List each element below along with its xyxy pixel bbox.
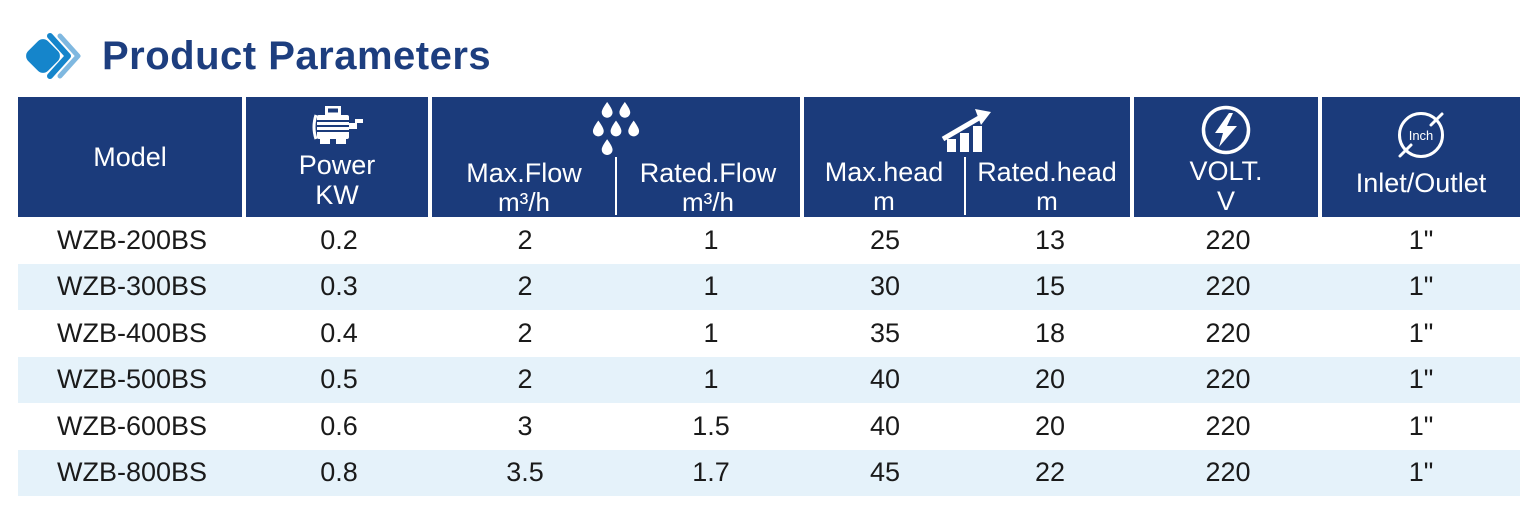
head-divider <box>964 157 966 215</box>
cell-rated-head: 22 <box>1034 457 1066 488</box>
header-head-group: Max.head m Rated.head m <box>804 97 1134 217</box>
cell-inlet-outlet: 1" <box>1408 457 1434 488</box>
cell-max-flow: 2 <box>517 364 533 395</box>
cell-model: WZB-500BS <box>56 364 208 395</box>
cell-model: WZB-200BS <box>56 224 208 255</box>
header-flow-group: Max.Flow m³/h Rated.Flow m³/h <box>432 97 804 217</box>
product-parameters-table: Model Power KW <box>18 97 1520 496</box>
cell-volt: 220 <box>1205 271 1251 302</box>
header-rated-flow-unit: m³/h <box>682 187 734 217</box>
lightning-circle-icon <box>1201 105 1251 155</box>
header-power-label: Power <box>298 150 376 180</box>
cell-power: 0.5 <box>320 364 358 395</box>
header-max-flow: Max.Flow m³/h <box>432 158 616 217</box>
cell-volt: 220 <box>1205 317 1251 348</box>
header-rated-flow-label: Rated.Flow <box>639 158 777 188</box>
table-header-row: Model Power KW <box>18 97 1520 217</box>
cell-max-flow: 3.5 <box>506 457 544 488</box>
cell-max-flow: 2 <box>517 271 533 302</box>
inch-icon-label: Inch <box>1409 128 1434 143</box>
cell-volt: 220 <box>1205 410 1251 441</box>
header-model: Model <box>18 97 246 217</box>
cell-power: 0.4 <box>320 317 358 348</box>
header-inlet-outlet-label: Inlet/Outlet <box>1355 168 1487 198</box>
motor-icon <box>312 106 363 144</box>
cell-max-flow: 2 <box>517 224 533 255</box>
header-max-head: Max.head m <box>804 157 964 216</box>
cell-model: WZB-300BS <box>56 271 208 302</box>
cell-rated-head: 13 <box>1034 224 1066 255</box>
section-title-row: Product Parameters <box>20 30 491 82</box>
chart-rising-icon <box>941 109 991 152</box>
cell-model: WZB-400BS <box>56 317 208 348</box>
header-max-flow-label: Max.Flow <box>466 158 582 188</box>
flow-sublabels: Max.Flow m³/h Rated.Flow m³/h <box>432 158 800 217</box>
cell-inlet-outlet: 1" <box>1408 271 1434 302</box>
cell-max-head: 45 <box>869 457 901 488</box>
cell-rated-flow: 1.7 <box>692 457 730 488</box>
cell-power: 0.8 <box>320 457 358 488</box>
cell-model: WZB-800BS <box>56 457 208 488</box>
header-max-head-unit: m <box>873 186 895 216</box>
cell-rated-flow: 1 <box>703 364 719 395</box>
blue-diamond-chevrons-icon <box>26 33 81 79</box>
cell-power: 0.2 <box>320 224 358 255</box>
cell-rated-head: 18 <box>1034 317 1066 348</box>
cell-rated-head: 15 <box>1034 271 1066 302</box>
cell-rated-flow: 1.5 <box>692 410 730 441</box>
cell-rated-head: 20 <box>1034 410 1066 441</box>
cell-rated-flow: 1 <box>703 224 719 255</box>
cell-inlet-outlet: 1" <box>1408 410 1434 441</box>
cell-volt: 220 <box>1205 364 1251 395</box>
cell-max-flow: 3 <box>517 410 533 441</box>
header-max-flow-unit: m³/h <box>498 187 550 217</box>
cell-power: 0.3 <box>320 271 358 302</box>
table-row: WZB-600BS 0.6 3 1.5 40 20 220 1" <box>18 403 1520 450</box>
cell-max-head: 40 <box>869 364 901 395</box>
table-row: WZB-200BS 0.2 2 1 25 13 220 1" <box>18 217 1520 264</box>
cell-inlet-outlet: 1" <box>1408 364 1434 395</box>
table-body: WZB-200BS 0.2 2 1 25 13 220 1" WZB-300BS… <box>18 217 1520 496</box>
cell-max-head: 25 <box>869 224 901 255</box>
header-inlet-outlet: Inch Inlet/Outlet <box>1322 97 1520 217</box>
table-row: WZB-400BS 0.4 2 1 35 18 220 1" <box>18 310 1520 357</box>
cell-inlet-outlet: 1" <box>1408 224 1434 255</box>
head-sublabels: Max.head m Rated.head m <box>804 157 1130 216</box>
header-model-label: Model <box>93 142 167 172</box>
cell-volt: 220 <box>1205 224 1251 255</box>
table-row: WZB-800BS 0.8 3.5 1.7 45 22 220 1" <box>18 449 1520 496</box>
cell-rated-head: 20 <box>1034 364 1066 395</box>
cell-inlet-outlet: 1" <box>1408 317 1434 348</box>
table-row: WZB-300BS 0.3 2 1 30 15 220 1" <box>18 263 1520 310</box>
header-rated-head: Rated.head m <box>964 157 1130 216</box>
cell-rated-flow: 1 <box>703 317 719 348</box>
cell-model: WZB-600BS <box>56 410 208 441</box>
header-volt: VOLT. V <box>1134 97 1322 217</box>
header-volt-label: VOLT. <box>1189 156 1263 186</box>
header-power-unit: KW <box>315 180 359 210</box>
water-drops-icon <box>592 101 640 156</box>
header-volt-unit: V <box>1216 186 1235 216</box>
cell-power: 0.6 <box>320 410 358 441</box>
cell-max-head: 35 <box>869 317 901 348</box>
flow-divider <box>615 157 617 215</box>
page-title: Product Parameters <box>102 33 492 78</box>
cell-max-head: 30 <box>869 271 901 302</box>
header-rated-head-label: Rated.head <box>977 157 1117 187</box>
cell-max-flow: 2 <box>517 317 533 348</box>
cell-max-head: 40 <box>869 410 901 441</box>
table-row: WZB-500BS 0.5 2 1 40 20 220 1" <box>18 356 1520 403</box>
header-max-head-label: Max.head <box>824 157 944 187</box>
cell-rated-flow: 1 <box>703 271 719 302</box>
cell-volt: 220 <box>1205 457 1251 488</box>
header-rated-flow: Rated.Flow m³/h <box>616 158 800 217</box>
inch-circle-icon: Inch <box>1398 112 1444 158</box>
header-power: Power KW <box>246 97 432 217</box>
header-rated-head-unit: m <box>1036 186 1058 216</box>
